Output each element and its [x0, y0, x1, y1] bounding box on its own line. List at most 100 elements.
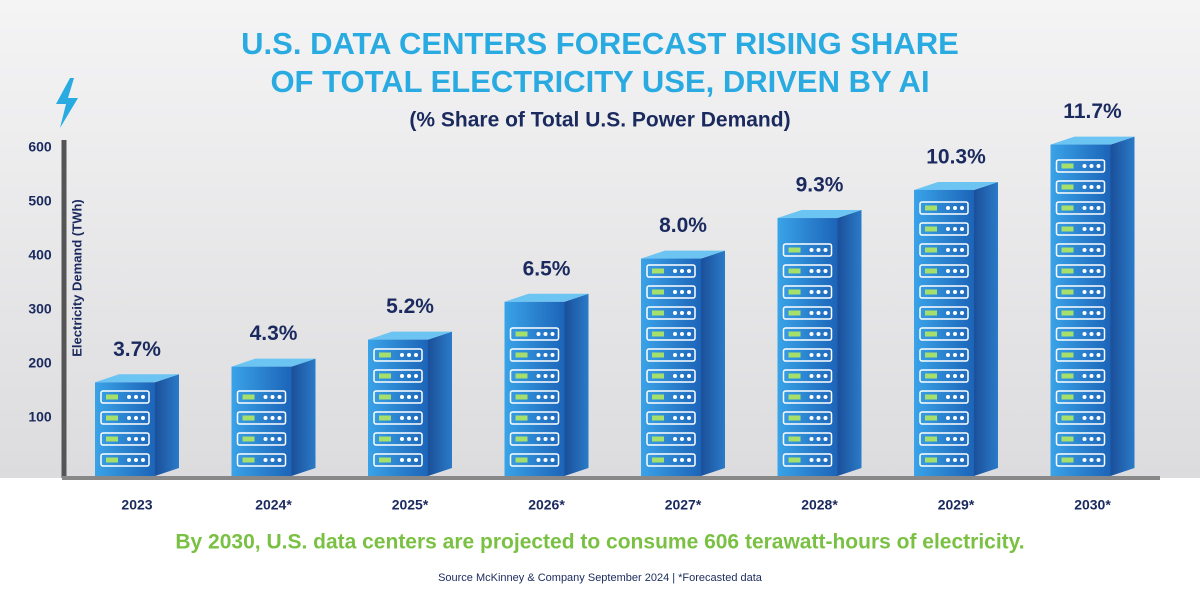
- server-light: [536, 374, 541, 378]
- server-unit: [100, 432, 150, 446]
- server-light: [270, 416, 275, 420]
- server-unit: [919, 306, 969, 320]
- server-unit: [782, 390, 833, 404]
- server-vent: [925, 310, 937, 316]
- server-light: [543, 353, 548, 357]
- server-light: [543, 458, 548, 462]
- x-tick-label: 2027*: [665, 497, 702, 513]
- x-tick-label: 2025*: [392, 497, 429, 513]
- server-unit: [919, 348, 969, 362]
- server-unit: [646, 285, 696, 299]
- server-light: [960, 206, 964, 210]
- server-light: [536, 416, 541, 420]
- server-light: [960, 437, 964, 441]
- server-light: [823, 311, 828, 315]
- server-unit: [509, 411, 560, 425]
- server-vent: [1061, 226, 1074, 232]
- server-vent: [925, 394, 937, 400]
- y-tick-label: 400: [28, 247, 52, 263]
- server-light: [277, 416, 282, 420]
- server-light: [270, 458, 275, 462]
- server-light: [1082, 437, 1087, 441]
- server-vent: [652, 310, 664, 316]
- share-label: 9.3%: [796, 174, 844, 197]
- server-vent: [379, 352, 391, 358]
- server-light: [1082, 395, 1087, 399]
- server-light: [141, 437, 145, 441]
- share-label: 11.7%: [1063, 100, 1122, 123]
- server-light: [946, 374, 950, 378]
- server-light: [1096, 227, 1101, 231]
- server-light: [1096, 458, 1101, 462]
- server-light: [823, 395, 828, 399]
- background: [0, 0, 1200, 478]
- server-vent: [788, 373, 801, 379]
- server-light: [673, 311, 677, 315]
- server-unit: [919, 243, 969, 257]
- server-light: [127, 395, 131, 399]
- server-light: [1089, 332, 1094, 336]
- server-unit: [509, 348, 560, 362]
- server-light: [687, 353, 691, 357]
- server-unit: [782, 432, 833, 446]
- server-vent: [106, 415, 118, 421]
- y-tick-label: 600: [28, 139, 52, 155]
- server-unit: [919, 432, 969, 446]
- server-light: [946, 395, 950, 399]
- server-light: [414, 395, 418, 399]
- server-unit: [1055, 369, 1106, 383]
- server-vent: [925, 268, 937, 274]
- server-light: [673, 374, 677, 378]
- server-vent: [379, 394, 391, 400]
- y-tick-label: 200: [28, 355, 52, 371]
- server-light: [536, 332, 541, 336]
- server-unit: [1055, 159, 1106, 173]
- server-unit: [373, 432, 423, 446]
- server-light: [1089, 353, 1094, 357]
- server-light: [809, 332, 814, 336]
- server-light: [946, 206, 950, 210]
- server-light: [960, 416, 964, 420]
- server-light: [673, 458, 677, 462]
- server-light: [1089, 206, 1094, 210]
- server-unit: [646, 348, 696, 362]
- server-unit: [919, 369, 969, 383]
- server-light: [543, 332, 548, 336]
- server-light: [550, 437, 555, 441]
- server-light: [687, 416, 691, 420]
- server-vent: [515, 394, 528, 400]
- server-light: [946, 248, 950, 252]
- server-vent: [1061, 352, 1074, 358]
- headline: By 2030, U.S. data centers are projected…: [175, 531, 1024, 554]
- server-unit: [1055, 264, 1106, 278]
- server-unit: [646, 432, 696, 446]
- server-unit: [100, 411, 150, 425]
- server-light: [809, 290, 814, 294]
- server-unit: [919, 453, 969, 467]
- server-unit: [782, 243, 833, 257]
- server-vent: [925, 331, 937, 337]
- server-unit: [236, 411, 287, 425]
- server-vent: [515, 373, 528, 379]
- server-light: [687, 332, 691, 336]
- server-light: [946, 416, 950, 420]
- server-light: [687, 311, 691, 315]
- server-light: [673, 290, 677, 294]
- server-light: [960, 227, 964, 231]
- server-unit: [373, 453, 423, 467]
- bar-top: [1050, 136, 1135, 145]
- server-vent: [1061, 394, 1074, 400]
- server-light: [127, 437, 131, 441]
- server-vent: [1061, 163, 1074, 169]
- server-vent: [515, 415, 528, 421]
- server-light: [960, 458, 964, 462]
- server-unit: [1055, 432, 1106, 446]
- bar-side: [291, 358, 316, 476]
- server-light: [953, 416, 957, 420]
- bar: [95, 382, 155, 476]
- bar-group: [914, 181, 998, 477]
- server-vent: [1061, 247, 1074, 253]
- bar-top: [641, 250, 725, 259]
- server-light: [680, 458, 684, 462]
- server-vent: [242, 436, 255, 442]
